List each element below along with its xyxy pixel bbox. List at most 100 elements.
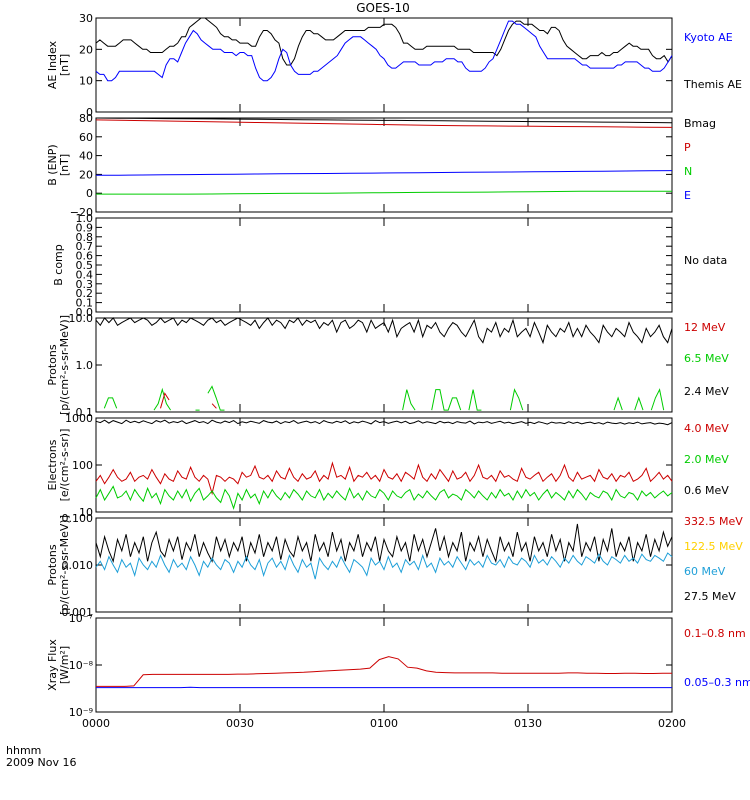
- y-tick-label: 0.100: [62, 512, 94, 525]
- x-tick-label: 0130: [514, 717, 542, 730]
- y-axis-label: Electrons: [46, 439, 59, 490]
- series-line-5-1: [95, 552, 673, 580]
- series-line-4-1: [95, 461, 673, 496]
- legend-entry: Kyoto AE: [684, 31, 733, 44]
- legend-entry: P: [684, 141, 691, 154]
- y-tick-label: 0.5: [76, 259, 94, 272]
- y-tick-label: 0.2: [76, 287, 94, 300]
- y-tick-label: 0.9: [76, 221, 94, 234]
- legend-entry: 27.5 MeV: [684, 590, 736, 603]
- y-tick-label: 60: [79, 131, 93, 144]
- legend-entry: N: [684, 165, 692, 178]
- panel-frame: [95, 217, 673, 313]
- y-tick-label: 0.4: [76, 268, 94, 281]
- y-tick-label: 1.0: [76, 359, 94, 372]
- legend-entry: 4.0 MeV: [684, 422, 729, 435]
- panel-0: 0 10 20 30 AE Index [nT] Kyoto AE Themis AE: [46, 12, 742, 119]
- panel-3: 0.1 1.0 10.0 Protons [p/(cm²-s-sr-MeV)] 12 Me…: [46, 312, 729, 419]
- x-tick-label: 0030: [226, 717, 254, 730]
- y-tick-label: 10.0: [69, 312, 94, 325]
- series-line-5-0: [95, 523, 673, 564]
- series-line-3-2: [160, 392, 217, 409]
- x-tick-label: 0100: [370, 717, 398, 730]
- series-line-6-0: [96, 656, 672, 687]
- legend-entry: 12 MeV: [684, 321, 726, 334]
- y-axis-label: Protons: [46, 344, 59, 385]
- y-axis-label: [e/(cm²-s-sr)]: [58, 429, 71, 502]
- y-tick-label: −20: [70, 206, 93, 219]
- y-tick-label: 30: [79, 12, 93, 25]
- y-axis-label: [nT]: [58, 54, 71, 76]
- y-tick-label: 10: [79, 506, 93, 519]
- series-line-3-0: [95, 317, 673, 345]
- legend-entry: 332.5 MeV: [684, 515, 743, 528]
- y-tick-label: 0.001: [62, 606, 94, 619]
- legend-entry: 122.5 MeV: [684, 540, 743, 553]
- y-axis-label: Xray Flux: [46, 639, 59, 691]
- series-line-1-3: [95, 170, 673, 176]
- series-line-1-1: [95, 119, 673, 128]
- legend-entry: No data: [684, 254, 727, 267]
- legend-entry: Themis AE: [683, 78, 742, 91]
- y-axis-label: [p/(cm²-s-sr-MeV)]: [58, 515, 71, 615]
- y-tick-label: 0.0: [76, 306, 94, 319]
- y-tick-label: 0.8: [76, 231, 94, 244]
- y-axis-label: B (ENP): [46, 144, 59, 185]
- y-axis-label: Protons: [46, 544, 59, 585]
- legend-entry: 2.0 MeV: [684, 453, 729, 466]
- y-axis-label: [W/m²]: [58, 646, 71, 684]
- series-line-4-0: [95, 419, 673, 426]
- series-line-1-2: [96, 190, 672, 195]
- legend-entry: 0.1–0.8 nm: [684, 627, 746, 640]
- panel-6: 10⁻⁹ 10⁻⁸ 10⁻⁷ Xray Flux [W/m²] 0000 0030 0100 0…: [46, 612, 750, 730]
- y-tick-label: 0.1: [76, 297, 94, 310]
- y-axis-label: B comp: [52, 244, 65, 286]
- y-axis-label: [nT]: [58, 154, 71, 176]
- y-tick-label: 0.6: [76, 250, 94, 263]
- y-tick-label: 100: [72, 459, 93, 472]
- legend-entry: 2.4 MeV: [684, 385, 729, 398]
- panel-1: −20 0 20 40 60 80 B (ENP) [nT] Bmag PNE: [46, 112, 716, 219]
- y-tick-label: 1000: [65, 412, 93, 425]
- legend-entry: 0.6 MeV: [684, 484, 729, 497]
- x-axis-label: hhmm: [6, 744, 41, 757]
- panel-4: 10 100 1000 Electrons [e/(cm²-s-sr)] 4.0 MeV 2…: [46, 412, 729, 519]
- y-tick-label: 0: [86, 187, 93, 200]
- series-line-4-2: [95, 485, 673, 510]
- panel-frame: [95, 617, 673, 713]
- series-line-0-1: [95, 20, 673, 82]
- x-tick-label: 0000: [82, 717, 110, 730]
- legend-entry: E: [684, 189, 691, 202]
- y-tick-label: 10⁻⁷: [69, 612, 93, 625]
- y-axis-label: [p/(cm²-s-sr-MeV)]: [58, 315, 71, 415]
- y-axis-label: AE Index: [46, 40, 59, 89]
- panel-frame: [95, 317, 673, 413]
- y-tick-label: 10⁻⁹: [69, 706, 93, 719]
- panel-2: 0.00.10.20.30.40.50.60.70.80.91.0 B comp N…: [52, 212, 727, 319]
- legend-entry: 60 MeV: [684, 565, 726, 578]
- panel-frame: [95, 117, 673, 213]
- panel-5: 0.001 0.010 0.100 Protons [p/(cm²-s-sr-MeV)]…: [46, 512, 743, 619]
- y-tick-label: 20: [79, 43, 93, 56]
- y-tick-label: 0.010: [62, 559, 94, 572]
- legend-entry: 0.05–0.3 nm: [684, 676, 750, 689]
- series-line-3-1: [103, 385, 665, 411]
- series-line-0-0: [95, 17, 673, 66]
- y-tick-label: 0.1: [76, 406, 94, 419]
- y-tick-label: 20: [79, 168, 93, 181]
- x-axis-date: 2009 Nov 16: [6, 756, 76, 769]
- legend-entry: Bmag: [684, 117, 716, 130]
- y-tick-label: 10⁻⁸: [69, 659, 94, 672]
- y-tick-label: 1.0: [76, 212, 94, 225]
- y-tick-label: 0: [86, 106, 93, 119]
- y-tick-label: 0.7: [76, 240, 94, 253]
- figure-title: GOES-10: [356, 1, 410, 15]
- y-tick-label: 40: [79, 150, 93, 163]
- y-tick-label: 10: [79, 75, 93, 88]
- legend-entry: 6.5 MeV: [684, 352, 729, 365]
- y-tick-label: 80: [79, 112, 93, 125]
- x-tick-label: 0200: [658, 717, 686, 730]
- y-tick-label: 0.3: [76, 278, 94, 291]
